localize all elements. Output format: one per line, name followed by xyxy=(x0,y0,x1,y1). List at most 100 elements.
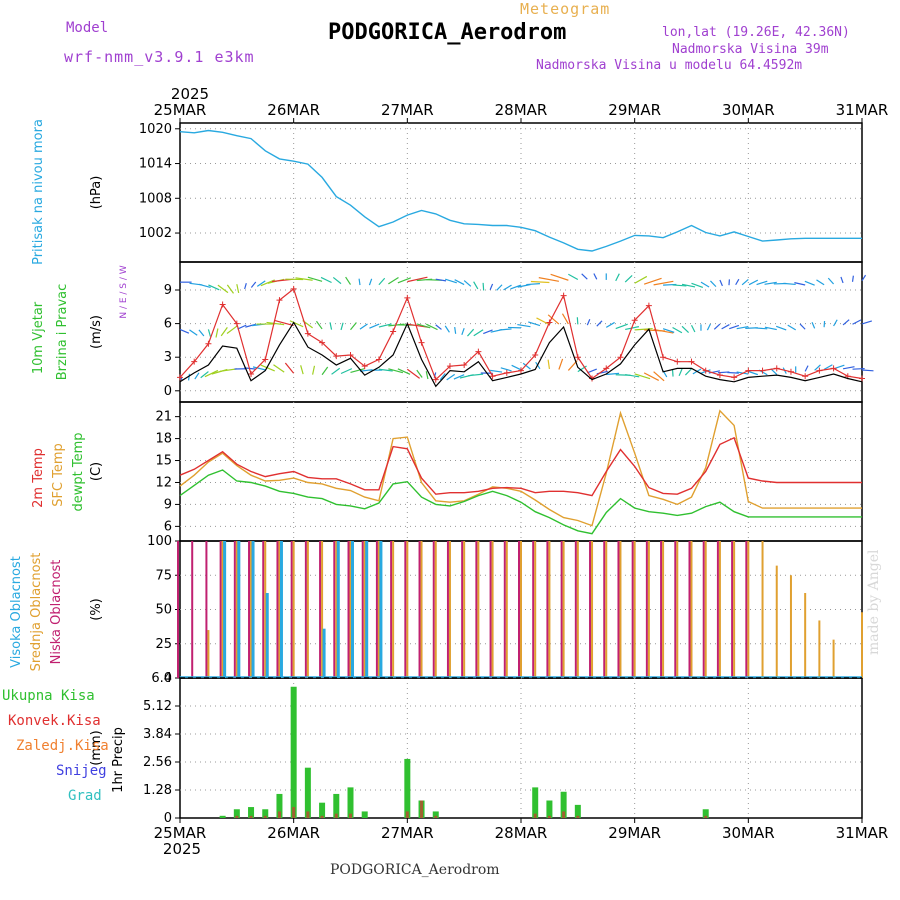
wind-arrow xyxy=(397,368,411,375)
precip-convective-bar xyxy=(277,811,281,818)
year-label-top: 2025 xyxy=(171,85,209,103)
wind-arrow xyxy=(467,328,475,337)
precip-total-bar xyxy=(290,686,297,818)
wind-arrow xyxy=(179,328,190,334)
wind-arrow xyxy=(350,322,357,331)
wind-arrow xyxy=(736,325,749,330)
precip-convective-bar xyxy=(420,800,424,818)
precip-total-bar xyxy=(361,811,368,818)
precip-legend-item: Snijeg xyxy=(56,763,107,779)
wind-arrow xyxy=(593,273,598,280)
wind-arrow xyxy=(200,371,209,379)
wind-arrow xyxy=(198,329,205,337)
wind-gust-marker xyxy=(688,358,695,365)
wind-arrow xyxy=(300,365,304,375)
wind-arrow xyxy=(861,320,873,325)
wind-gust-marker xyxy=(404,294,411,301)
wind-arrow xyxy=(445,278,457,284)
high-cloud-axis-label: Visoka Oblacnost xyxy=(9,556,24,668)
wind-gust-marker xyxy=(574,354,581,361)
wind-gust-marker xyxy=(617,354,624,361)
precip-legend-item: Grad xyxy=(68,788,102,804)
pressure-ytick-label: 1008 xyxy=(139,191,172,206)
precip-legend-item: Ukupna Kisa xyxy=(2,688,95,704)
dewpoint-axis-label: dewpt Temp xyxy=(71,432,86,511)
wind-arrow xyxy=(446,373,456,381)
wind-gust-marker xyxy=(716,372,723,379)
wind-arrow xyxy=(332,276,342,285)
wind-gust-marker xyxy=(731,374,738,381)
pressure-ytick-label: 1014 xyxy=(139,157,172,172)
wind-arrow xyxy=(700,281,710,288)
wind-ytick-label: 3 xyxy=(164,350,172,365)
wind-arrow xyxy=(804,365,809,372)
wind-gust-marker xyxy=(674,358,681,365)
wind-gust-marker xyxy=(347,351,354,358)
precip-total-bar xyxy=(702,809,709,818)
wind-arrow xyxy=(842,319,850,326)
model-altitude-label: Nadmorska Visina u modelu 64.4592m xyxy=(536,58,803,73)
wind-speed-line xyxy=(179,321,863,388)
wind-arrow xyxy=(840,276,844,284)
lonlat-label: lon,lat (19.26E, 42.36N) xyxy=(662,25,850,40)
wind-arrow xyxy=(741,278,749,286)
precip-convective-bar xyxy=(704,815,708,818)
wind-arrow xyxy=(273,364,285,373)
wind-arrow xyxy=(710,280,717,288)
wind-arrow xyxy=(369,323,380,329)
wind-gust-marker xyxy=(219,301,226,308)
wind-arrow xyxy=(643,372,660,381)
station-title: PODGORICA_Aerodrom xyxy=(328,20,567,45)
precip-convective-bar xyxy=(405,811,409,818)
wind-arrow xyxy=(295,277,313,281)
date-label-top: 27MAR xyxy=(381,101,434,119)
wind-arrow xyxy=(273,319,294,327)
wind-arrow xyxy=(861,369,874,372)
wind-gust-marker xyxy=(461,362,468,369)
precip-total-bar xyxy=(347,787,354,818)
precip-convective-bar xyxy=(320,815,324,818)
precip-convective-bar xyxy=(576,815,580,818)
wind-gust-marker xyxy=(177,374,183,381)
date-label-bottom: 26MAR xyxy=(267,824,320,842)
wind-arrow xyxy=(754,327,768,330)
wind-arrow xyxy=(811,322,816,329)
wind-arrow xyxy=(416,323,431,329)
wind-arrow xyxy=(586,319,591,326)
wind-arrow xyxy=(439,373,446,381)
temperature-ytick-label: 18 xyxy=(155,432,172,447)
wind-arrow xyxy=(266,321,285,326)
wind-arrow xyxy=(721,324,730,330)
date-label-top: 26MAR xyxy=(267,101,320,119)
precip-convective-bar xyxy=(292,807,296,818)
precip-total-bar xyxy=(248,807,255,818)
precip-total-bar xyxy=(304,767,311,818)
wind-axis-label-1: 10m Vjetar xyxy=(31,301,46,374)
date-label-bottom: 30MAR xyxy=(722,824,775,842)
wind-arrow xyxy=(289,320,304,328)
wind-arrow xyxy=(735,278,740,286)
precip-total-bar xyxy=(276,793,283,818)
date-label-bottom: 25MAR xyxy=(154,824,207,842)
wind-arrow xyxy=(496,284,503,291)
precip-unit-label: (mm) xyxy=(89,730,104,765)
year-label-bottom: 2025 xyxy=(163,840,201,858)
date-label-bottom: 31MAR xyxy=(836,824,889,842)
wind-arrow xyxy=(727,371,739,374)
date-label-top: 30MAR xyxy=(722,101,775,119)
wind-arrow xyxy=(244,283,247,290)
wind-gust-marker xyxy=(603,365,610,372)
precip-convective-bar xyxy=(562,811,566,818)
wind-arrow xyxy=(194,372,200,380)
wind-arrow xyxy=(852,319,862,325)
wind-arrow xyxy=(522,362,531,370)
precip-total-bar xyxy=(560,791,567,818)
wind-arrow xyxy=(331,367,341,375)
wind-arrow xyxy=(453,374,465,380)
precip-convective-bar xyxy=(249,815,253,818)
wind-arrow xyxy=(814,364,821,371)
wind-arrow xyxy=(787,324,797,331)
cloud-ytick-label: 25 xyxy=(155,637,172,652)
wind-arrow xyxy=(568,273,579,281)
wind-arrow xyxy=(256,280,266,287)
